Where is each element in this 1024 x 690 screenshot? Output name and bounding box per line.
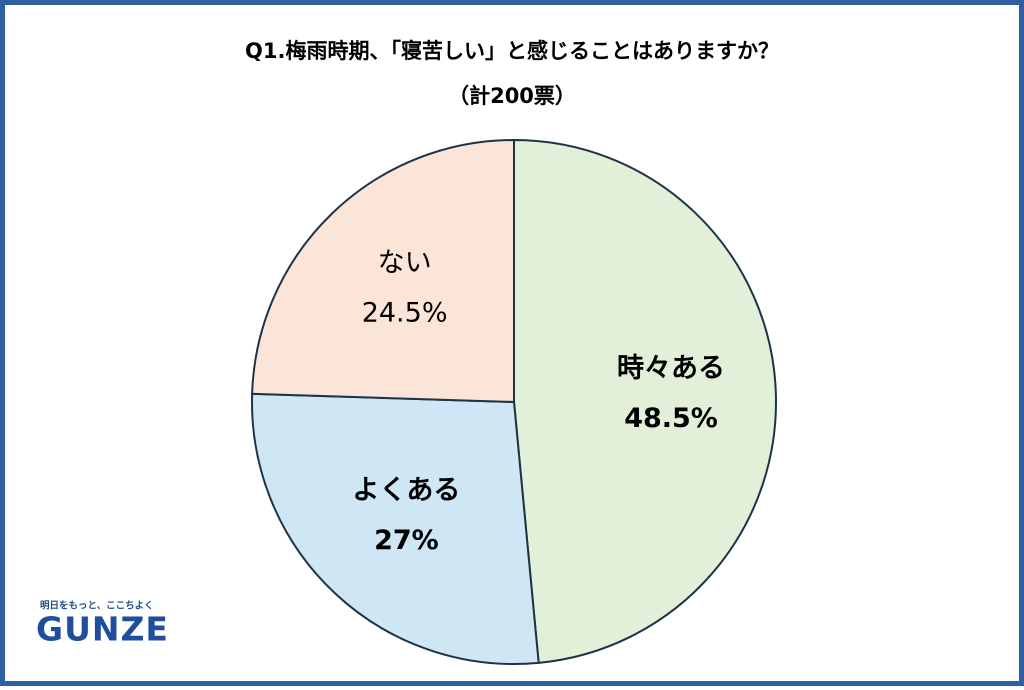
logo-name: GUNZE xyxy=(36,610,169,649)
chart-title: Q1.梅雨時期、「寝苦しい」と感じることはありますか？ xyxy=(245,39,779,63)
logo-tagline: 明日をもっと、ここちよく xyxy=(40,601,154,612)
slice-value-label: 48.5% xyxy=(624,403,718,434)
slice-value-label: 24.5% xyxy=(362,298,448,329)
pie-slice xyxy=(251,392,540,665)
chart-subtitle: （計200票） xyxy=(448,84,576,108)
pie-slice xyxy=(251,138,515,404)
pie-slice xyxy=(513,138,777,664)
slice-value-label: 27% xyxy=(374,525,439,556)
slice-category-label: ない xyxy=(378,248,432,279)
pie: 時々ある 48.5% よくある 27% ない 24.5% xyxy=(251,138,777,665)
slice-category-label: 時々ある xyxy=(617,353,725,384)
slice-category-label: よくある xyxy=(352,475,460,506)
